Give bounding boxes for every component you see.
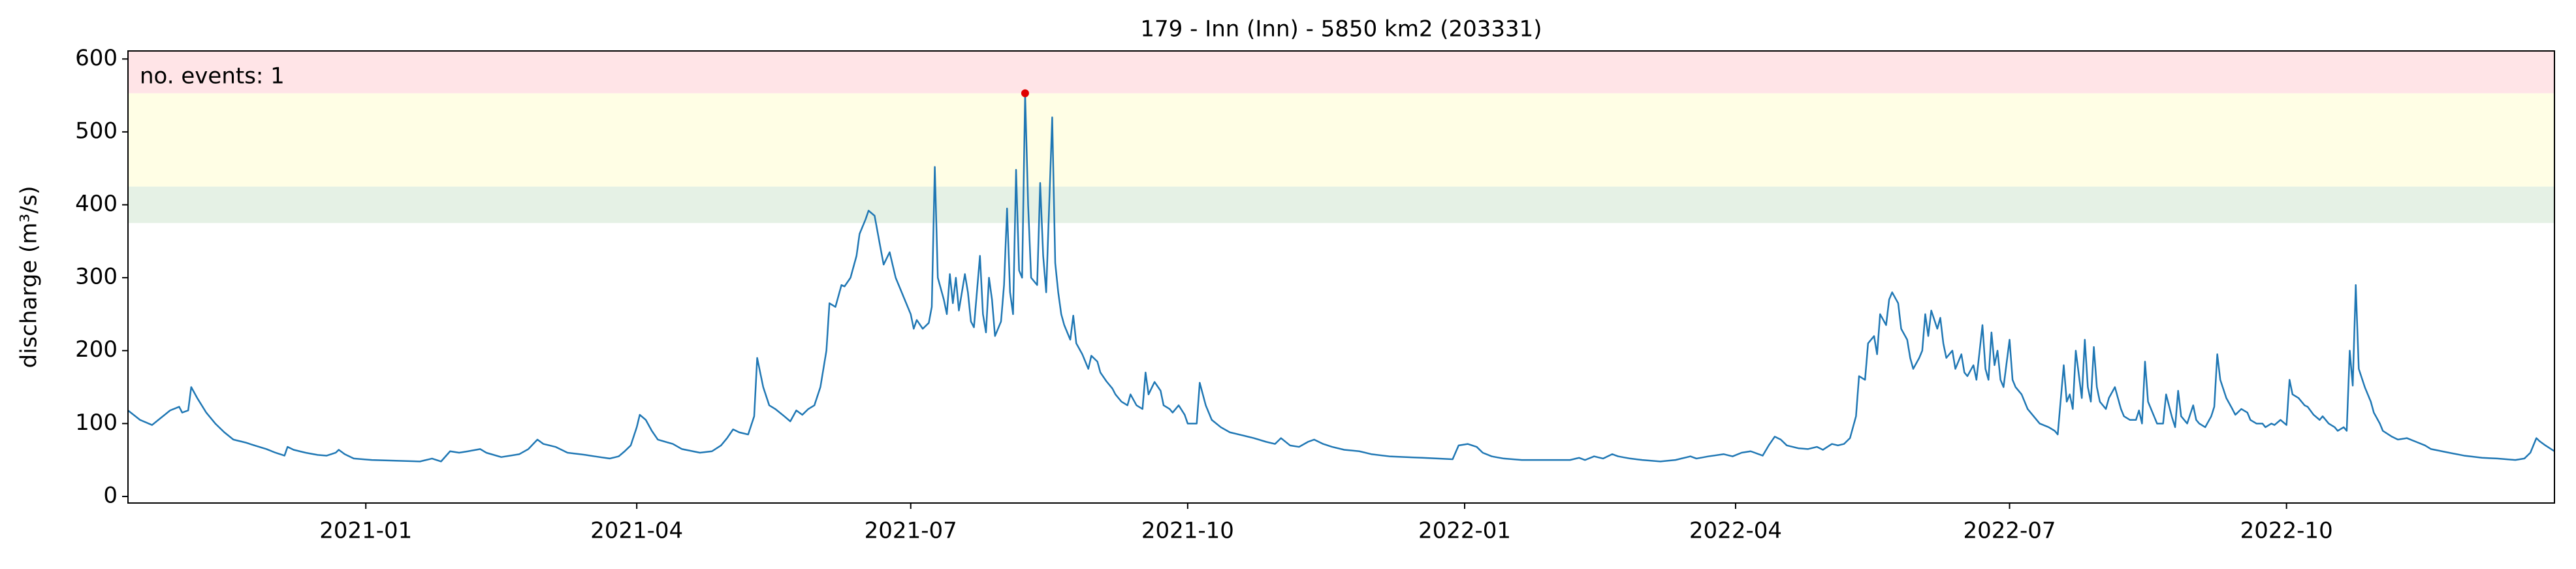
x-tick-label: 2021-01: [319, 518, 412, 544]
plot-frame: [127, 50, 2555, 504]
x-tick-label: 2021-07: [865, 518, 957, 544]
x-tick-label: 2022-04: [1689, 518, 1782, 544]
y-tick-label: 600: [75, 45, 118, 71]
x-tick-label: 2022-10: [2240, 518, 2333, 544]
y-tick-label: 200: [75, 336, 118, 363]
chart-title: 179 - Inn (Inn) - 5850 km2 (203331): [1140, 16, 1542, 42]
threshold-band: [128, 51, 2554, 93]
x-tick-label: 2021-04: [590, 518, 683, 544]
y-tick-label: 400: [75, 191, 118, 217]
y-tick-label: 300: [75, 264, 118, 290]
y-tick-label: 500: [75, 118, 118, 144]
y-tick-label: 0: [103, 482, 118, 508]
x-tick-label: 2022-01: [1418, 518, 1511, 544]
y-axis-label: discharge (m³/s): [16, 186, 42, 368]
x-tick-label: 2022-07: [1963, 518, 2056, 544]
discharge-line: [127, 92, 2555, 463]
event-count: no. events: 1: [140, 63, 285, 89]
event-marker: [1021, 89, 1029, 97]
x-tick-label: 2021-10: [1141, 518, 1234, 544]
y-tick-label: 100: [75, 410, 118, 436]
threshold-band: [128, 93, 2554, 187]
threshold-band: [128, 186, 2554, 223]
